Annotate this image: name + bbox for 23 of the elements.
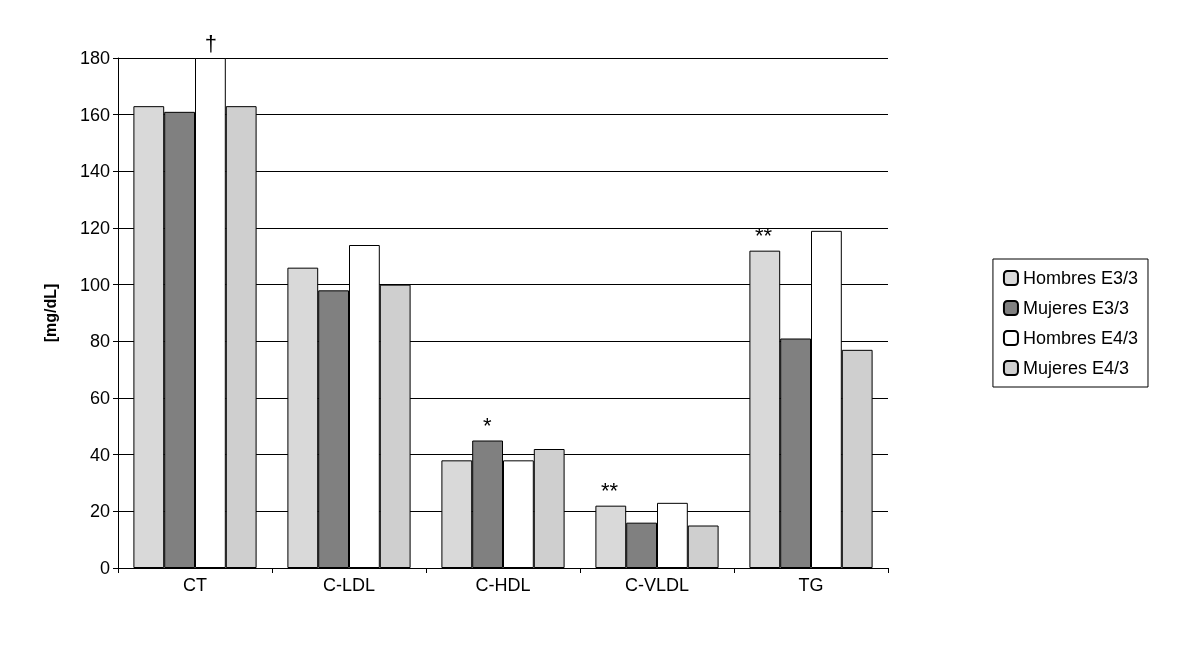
y-tick-label: 60 — [89, 388, 110, 408]
legend-label: Hombres E3/3 — [1022, 268, 1139, 288]
y-tick-label: 100 — [79, 274, 110, 295]
legend-label: Mujeres E3/3 — [1022, 298, 1130, 318]
y-tick-label: 40 — [89, 444, 110, 465]
x-tick-label: C-HDL — [475, 575, 531, 595]
y-tick-label: 180 — [79, 48, 110, 68]
legend-label: Hombres E4/3 — [1022, 328, 1139, 348]
legend-label: Mujeres E4/3 — [1022, 358, 1130, 378]
y-tick-label: 160 — [79, 104, 110, 125]
annotation: * — [482, 413, 492, 438]
y-tick-label: 20 — [89, 501, 110, 522]
x-tick-label: C-VLDL — [624, 575, 690, 595]
annotation: ** — [601, 478, 619, 504]
annotation: † — [204, 30, 217, 56]
x-tick-label: CT — [183, 575, 207, 595]
y-tick-label: 120 — [79, 218, 110, 238]
y-axis-title: [mg/dL] — [41, 283, 59, 343]
y-tick-label: 80 — [89, 331, 110, 352]
y-tick-label: 140 — [79, 161, 110, 182]
x-tick-label: TG — [798, 575, 824, 595]
x-tick-label: C-LDL — [322, 575, 376, 595]
y-tick-label: 0 — [99, 558, 110, 578]
